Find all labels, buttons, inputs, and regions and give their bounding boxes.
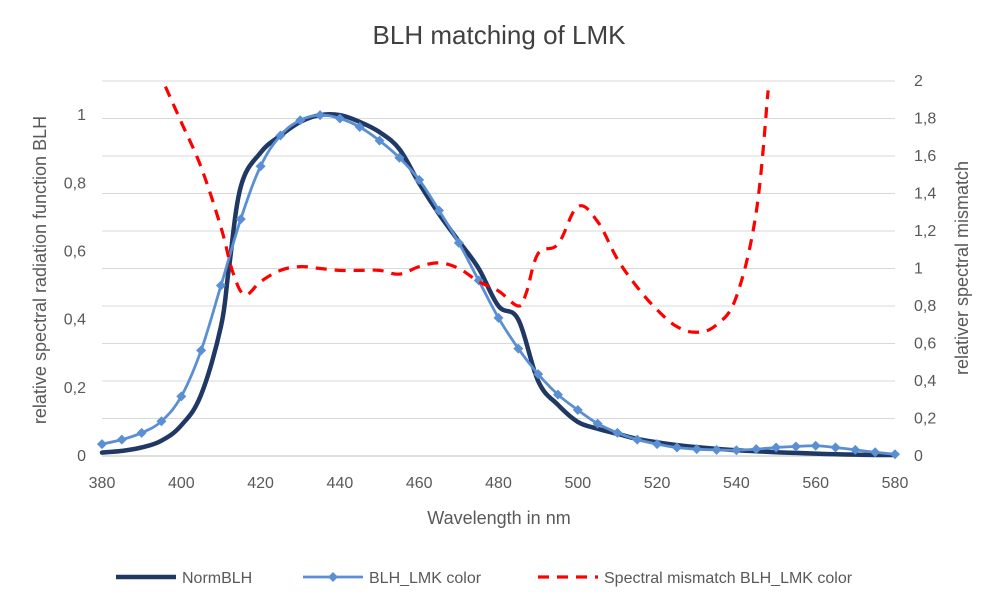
data-point-marker [513, 343, 524, 354]
y-tick-label: 0,6 [64, 243, 86, 260]
legend-item: NormBLH [116, 570, 252, 587]
y2-tick-label: 0 [914, 448, 923, 465]
y-tick-label: 1 [77, 107, 86, 124]
data-point-marker [771, 442, 782, 453]
data-point-marker [731, 445, 742, 456]
y-tick-label: 0,8 [64, 175, 86, 192]
data-point-marker [176, 391, 187, 402]
x-tick-label: 540 [723, 475, 750, 492]
x-tick-label: 460 [406, 475, 433, 492]
data-point-marker [136, 427, 147, 438]
data-point-marker [850, 444, 861, 455]
data-point-marker [810, 440, 821, 451]
x-tick-label: 580 [882, 475, 909, 492]
series-line [163, 85, 770, 334]
y2-tick-label: 1,6 [914, 148, 936, 165]
data-point-marker [434, 205, 445, 216]
y2-tick-label: 1,2 [914, 223, 936, 240]
gridlines [102, 80, 895, 457]
y2-tick-label: 0,6 [914, 336, 936, 353]
y-tick-label: 0,2 [64, 380, 86, 397]
y2-tick-label: 0,2 [914, 411, 936, 428]
series-layer [97, 85, 900, 460]
data-point-marker [552, 389, 563, 400]
x-tick-label: 480 [485, 475, 512, 492]
y-axis-label: relative spectral radiation function BLH [30, 116, 50, 424]
x-tick-label: 420 [247, 475, 274, 492]
data-point-marker [691, 444, 702, 455]
data-point-marker [334, 113, 345, 124]
data-point-marker [255, 161, 266, 172]
y2-tick-label: 0,4 [914, 373, 936, 390]
x-tick-label: 440 [327, 475, 354, 492]
data-point-marker [790, 441, 801, 452]
data-point-marker [870, 447, 881, 458]
data-point-marker [612, 427, 623, 438]
x-axis-label: Wavelength in nm [427, 508, 570, 528]
series-2 [97, 110, 900, 460]
x-tick-label: 400 [168, 475, 195, 492]
legend: NormBLH BLH_LMK color Spectral mismatch BL… [116, 570, 853, 587]
data-point-marker [751, 444, 762, 455]
data-point-marker [493, 312, 504, 323]
y2-tick-label: 0,8 [914, 298, 936, 315]
y2-tick-label: 1,4 [914, 186, 936, 203]
data-point-marker [632, 434, 643, 445]
data-point-marker [414, 174, 425, 185]
y2-axis-label: relativer spectral mismatch [952, 161, 972, 375]
data-point-marker [830, 442, 841, 453]
data-point-marker [572, 404, 583, 415]
legend-label: NormBLH [182, 570, 252, 587]
data-point-marker [711, 444, 722, 455]
y2-tick-label: 2 [914, 73, 923, 90]
data-point-marker [97, 439, 107, 450]
legend-item: BLH_LMK color [303, 570, 482, 587]
y-tick-label: 0 [77, 448, 86, 465]
x-tick-label: 520 [644, 475, 671, 492]
data-point-marker [592, 418, 603, 429]
legend-label: Spectral mismatch BLH_LMK color [604, 570, 853, 587]
data-point-marker [156, 416, 167, 427]
data-point-marker [652, 439, 663, 450]
data-point-marker [275, 130, 286, 141]
data-point-marker [671, 442, 682, 453]
series-3 [163, 85, 770, 334]
y-tick-label: 0,4 [64, 312, 86, 329]
data-point-marker [890, 449, 900, 460]
x-tick-label: 560 [802, 475, 829, 492]
data-point-marker [315, 110, 326, 121]
data-point-marker [394, 152, 405, 163]
legend-marker [328, 572, 338, 582]
left-axis-ticks: 0 0,2 0,4 0,6 0,8 1 [64, 107, 86, 465]
data-point-marker [453, 237, 464, 248]
chart-title: BLH matching of LMK [373, 20, 627, 50]
x-tick-label: 500 [564, 475, 591, 492]
legend-item: Spectral mismatch BLH_LMK color [538, 570, 853, 587]
legend-label: BLH_LMK color [369, 570, 482, 587]
y2-tick-label: 1,8 [914, 111, 936, 128]
y2-tick-label: 1 [914, 261, 923, 278]
data-point-marker [354, 122, 365, 133]
data-point-marker [374, 135, 385, 146]
data-point-marker [533, 369, 544, 380]
x-tick-label: 380 [89, 475, 116, 492]
data-point-marker [215, 280, 226, 291]
x-axis-ticks: 380 400 420 440 460 480 500 520 540 560 580 [89, 475, 909, 492]
data-point-marker [196, 345, 207, 356]
data-point-marker [295, 115, 306, 126]
right-axis-ticks: 0 0,2 0,4 0,6 0,8 1 1,2 1,4 1,6 1,8 2 [914, 73, 936, 465]
data-point-marker [116, 434, 127, 445]
data-point-marker [235, 214, 246, 225]
